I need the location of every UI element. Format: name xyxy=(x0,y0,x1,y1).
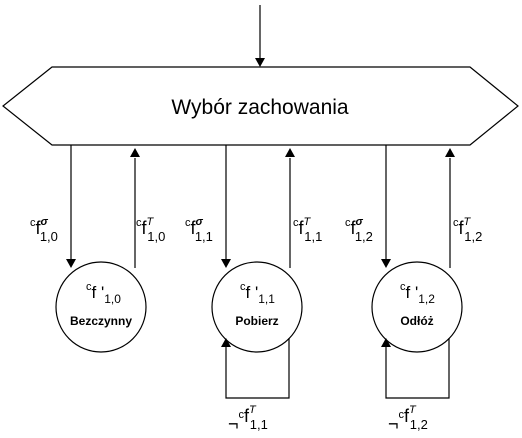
edge-down-0-arrowhead xyxy=(66,259,76,268)
state-node-idle-label: Bezczynny xyxy=(70,314,132,328)
behavior-selection-title: Wybór zachowania xyxy=(171,96,349,119)
edge-up-1-label: cfT 1,1 xyxy=(293,216,322,244)
state-node-fetch-label: Pobierz xyxy=(235,314,278,328)
state-node-idle-function: cf '1,0 xyxy=(86,281,121,306)
self-loop-2-label: ¬cfT 1,2 xyxy=(388,404,428,434)
edge-up-1-arrowhead xyxy=(285,148,295,157)
edge-down-0-label: cfσ 1,0 xyxy=(30,216,58,244)
self-loop-2-arrowhead xyxy=(381,338,391,347)
state-node-idle xyxy=(55,261,147,353)
state-node-fetch xyxy=(211,261,303,353)
state-node-put-down-label: Odłóż xyxy=(400,314,433,328)
edge-up-0-label: cfT 1,0 xyxy=(136,216,165,244)
state-node-put-down-function: cf '1,2 xyxy=(400,281,435,306)
edge-down-2-label: cfσ 1,2 xyxy=(345,216,373,244)
self-loop-1-label: ¬cfT 1,1 xyxy=(228,404,268,434)
state-node-put-down xyxy=(371,261,463,353)
edge-up-0-arrowhead xyxy=(130,148,140,157)
edge-up-2-label: cfT 1,2 xyxy=(453,216,482,244)
input-arrowhead xyxy=(255,58,265,67)
edge-down-1-arrowhead xyxy=(221,259,231,268)
self-loop-2-line xyxy=(385,338,450,399)
state-node-fetch-function: cf '1,1 xyxy=(240,281,275,306)
self-loop-1-line xyxy=(225,338,290,399)
behavior-selection-block xyxy=(2,66,519,146)
edge-down-2-arrowhead xyxy=(381,259,391,268)
self-loop-1-arrowhead xyxy=(221,338,231,347)
edge-down-1-label: cfσ 1,1 xyxy=(185,216,213,244)
edge-up-2-arrowhead xyxy=(445,148,455,157)
